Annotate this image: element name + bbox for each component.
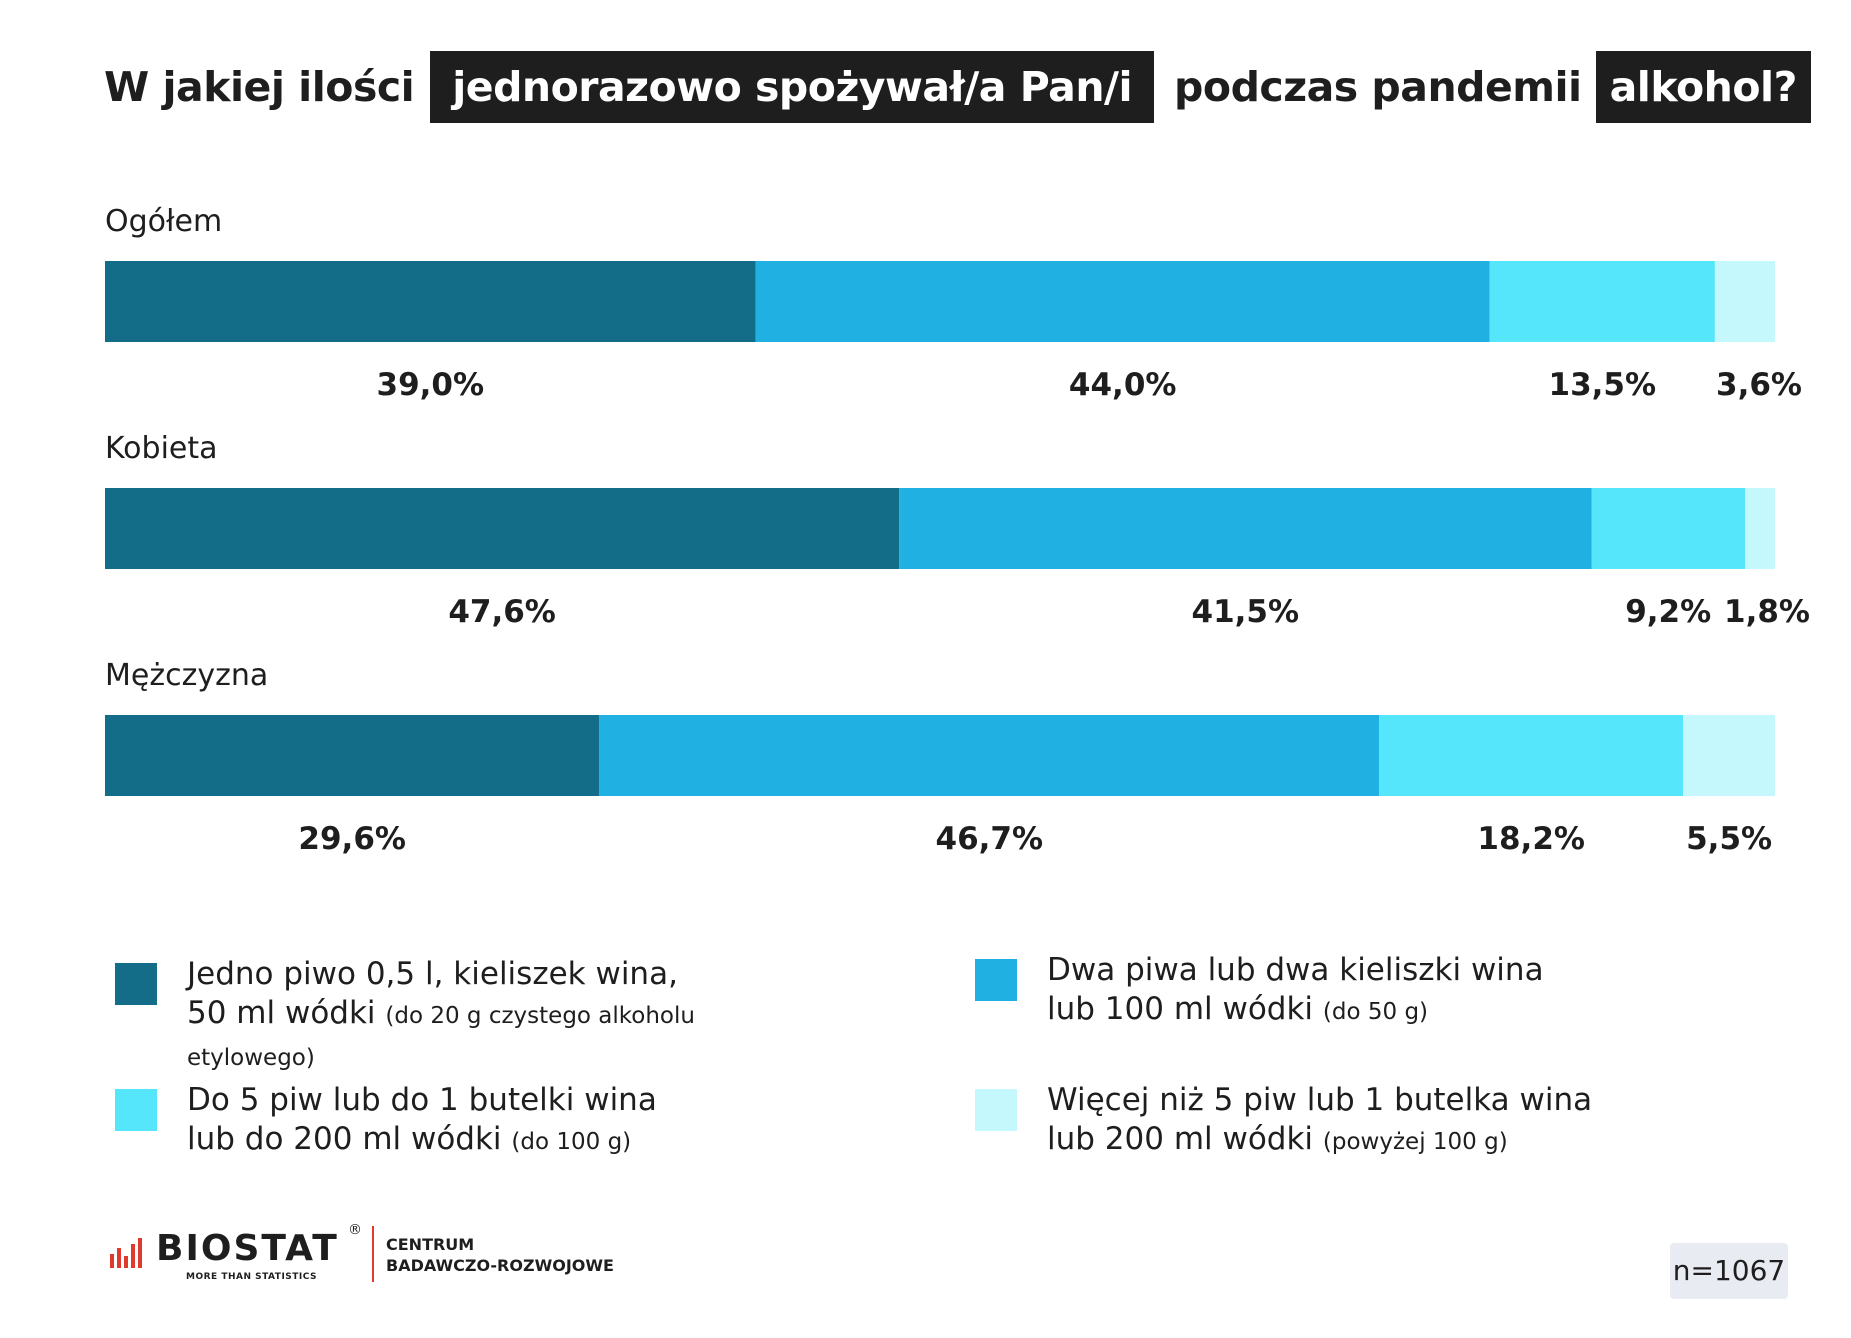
title-part-2-highlight: jednorazowo spożywał/a Pan/i <box>430 51 1155 123</box>
legend-line1: Do 5 piw lub do 1 butelki wina <box>187 1082 657 1118</box>
legend-line2: lub do 200 ml wódki <box>187 1121 502 1157</box>
centre-line-1: CENTRUM <box>386 1235 475 1254</box>
title-part-1: W jakiej ilości <box>104 63 415 111</box>
legend-note: (do 20 g czystego alkoholu etylowego) <box>187 1003 695 1071</box>
legend-swatch-2 <box>975 959 1017 1001</box>
legend-text-1: Jedno piwo 0,5 l, kieliszek wina, 50 ml … <box>187 955 815 1078</box>
data-label: 1,8% <box>1724 594 1810 630</box>
data-label: 5,5% <box>1686 821 1772 857</box>
data-label: 46,7% <box>936 821 1044 857</box>
legend-line2: lub 200 ml wódki <box>1047 1121 1314 1157</box>
data-label: 29,6% <box>298 821 406 857</box>
data-label: 39,0% <box>377 367 485 403</box>
registered-mark: ® <box>348 1222 362 1238</box>
bar-segment <box>899 488 1592 569</box>
legend-line2: lub 100 ml wódki <box>1047 991 1314 1027</box>
title-part-3: podczas pandemii <box>1174 63 1582 111</box>
legend-note: (do 50 g) <box>1322 999 1429 1025</box>
data-label: 41,5% <box>1192 594 1300 630</box>
centre-line-2: BADAWCZO-ROZWOJOWE <box>386 1256 614 1275</box>
data-label: 9,2% <box>1625 594 1711 630</box>
legend-swatch-1 <box>115 963 157 1005</box>
logo-divider <box>372 1226 374 1282</box>
legend-text-4: Więcej niż 5 piw lub 1 butelka wina lub … <box>1047 1081 1592 1162</box>
bar-segment <box>755 261 1490 342</box>
data-label: 44,0% <box>1069 367 1177 403</box>
bar-segment <box>1683 715 1775 796</box>
data-label: 47,6% <box>448 594 556 630</box>
logo-tagline: MORE THAN STATISTICS <box>186 1272 318 1282</box>
bar-segment <box>1714 261 1775 342</box>
legend-text-3: Do 5 piw lub do 1 butelki wina lub do 20… <box>187 1081 657 1162</box>
bar-segment <box>1379 715 1684 796</box>
legend-swatch-3 <box>115 1089 157 1131</box>
bar-chart-icon <box>110 1238 142 1268</box>
bar-segment <box>1745 488 1775 569</box>
data-label: 3,6% <box>1716 367 1802 403</box>
bar-segment <box>105 715 600 796</box>
bar-segment <box>1489 261 1715 342</box>
legend-swatch-4 <box>975 1089 1017 1131</box>
category-label: Ogółem <box>105 204 222 239</box>
chart-title: W jakiej ilości jednorazowo spożywał/a P… <box>104 50 1811 124</box>
logo-centre-text: CENTRUM BADAWCZO-ROZWOJOWE <box>386 1234 614 1276</box>
data-label: 13,5% <box>1549 367 1657 403</box>
category-label: Mężczyzna <box>105 658 268 693</box>
stacked-bar-chart: Ogółem 39,0% 44,0% 13,5% 3,6% Kobieta 47,6% 41,… <box>105 204 1810 857</box>
legend-line1: Jedno piwo 0,5 l, kieliszek wina, <box>187 956 678 992</box>
bar-segment <box>1591 488 1745 569</box>
bar-segment <box>599 715 1380 796</box>
bar-segment <box>105 488 900 569</box>
title-part-4-highlight: alkohol? <box>1595 51 1811 123</box>
logo-wordmark: BIOSTAT <box>156 1228 339 1269</box>
legend-line1: Więcej niż 5 piw lub 1 butelka wina <box>1047 1082 1593 1118</box>
legend-text-2: Dwa piwa lub dwa kieliszki wina lub 100 … <box>1047 951 1544 1032</box>
legend-note: (powyżej 100 g) <box>1322 1129 1508 1155</box>
bar-segment <box>105 261 756 342</box>
legend-line1: Dwa piwa lub dwa kieliszki wina <box>1047 952 1544 988</box>
data-label: 18,2% <box>1477 821 1585 857</box>
category-label: Kobieta <box>105 431 218 466</box>
legend-note: (do 100 g) <box>511 1129 632 1155</box>
sample-size-badge: n=1067 <box>1670 1243 1788 1299</box>
legend-line2: 50 ml wódki <box>187 995 376 1031</box>
